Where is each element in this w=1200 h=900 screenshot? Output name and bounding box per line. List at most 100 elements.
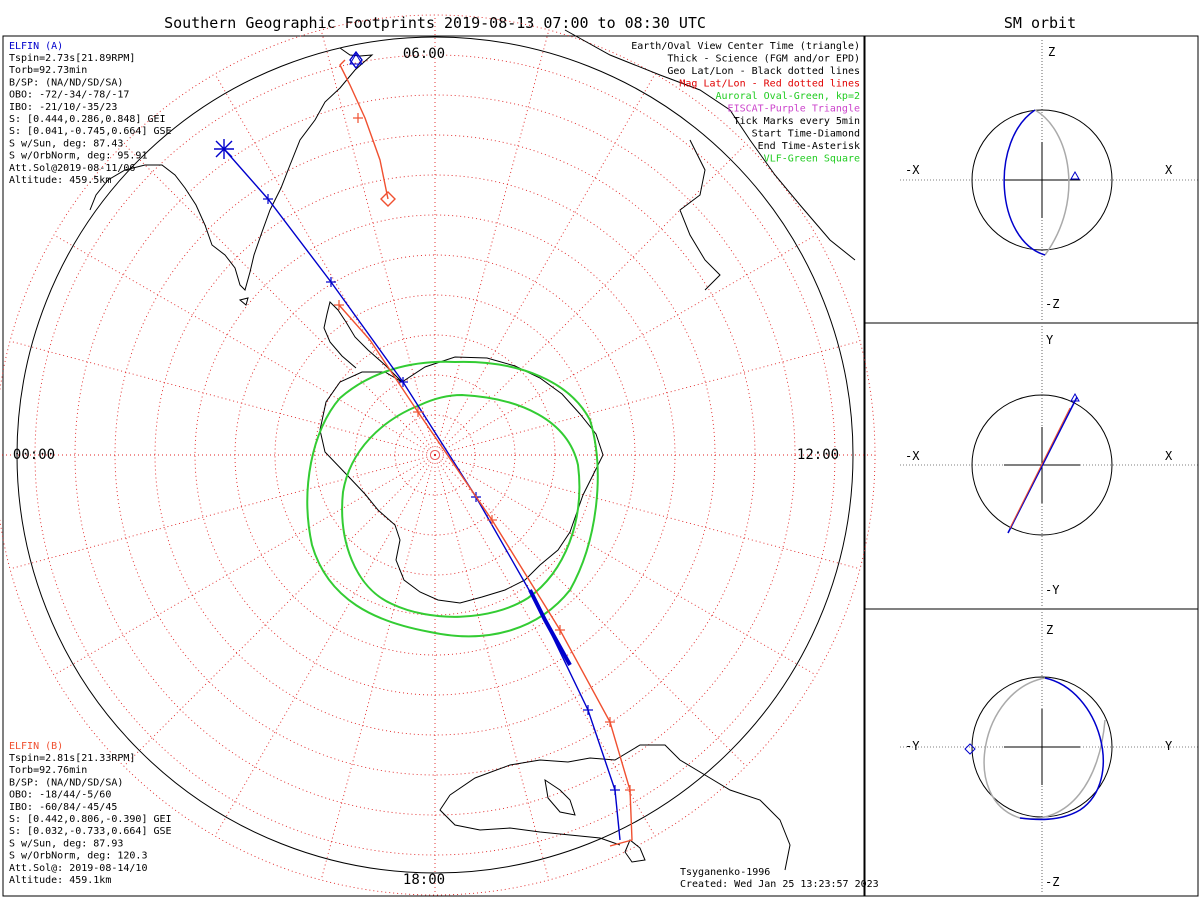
elfin-a-info-line: S: [0.444,0.286,0.848] GEI	[9, 114, 166, 125]
map-boundary	[16, 36, 854, 874]
elfin-b-info-line: Torb=92.76min	[9, 765, 87, 776]
elfin-b-track-south	[338, 304, 633, 847]
mag-lon-line	[123, 143, 436, 456]
orbit-a	[1007, 396, 1078, 534]
elfin-a-info-line: Altitude: 459.5km	[9, 175, 111, 186]
polar-map: 06:00 00:00 12:00 18:00	[0, 14, 876, 896]
elfin-a-info: ELFIN (A) Tspin=2.73s[21.89RPM]Torb=92.7…	[9, 41, 172, 186]
mag-lon-line	[53, 454, 436, 676]
legend-entry: Thick - Science (FGM and/or EPD)	[667, 54, 860, 65]
sm-panel-xz: Z -Z -X X	[900, 40, 1198, 320]
orbit-b-gray	[983, 677, 1106, 820]
elfin-b-info-line: S: [0.032,-0.733,0.664] GSE	[9, 826, 172, 837]
view-triangle	[1070, 392, 1080, 402]
australia-coast	[449, 744, 791, 871]
sm3-right: Y	[1165, 739, 1173, 753]
sm3-bottom: -Z	[1045, 875, 1059, 889]
southern-africa-coast	[564, 29, 856, 261]
time-label-left: 00:00	[13, 447, 55, 463]
elfin-a-info-line: S w/OrbNorm, deg: 95.91	[9, 151, 147, 162]
legend-entry: Earth/Oval View Center Time (triangle)	[631, 41, 860, 52]
south-america-coast	[89, 47, 374, 291]
sm-frame	[864, 35, 1199, 897]
legend-entry: Mag Lat/Lon - Red dotted lines	[679, 79, 860, 90]
mag-lon-line	[434, 340, 861, 456]
elfin-a-info-line: Torb=92.73min	[9, 65, 87, 76]
auroral-oval-outer	[306, 360, 599, 638]
africa-inner-coast	[679, 139, 721, 291]
elfin-a-name: ELFIN (A)	[9, 41, 63, 52]
sm1-left: -X	[905, 163, 920, 177]
sm-panel-yz: Z -Z -Y Y	[900, 612, 1198, 892]
created-timestamp: Created: Wed Jan 25 13:23:57 2023	[680, 879, 879, 890]
mag-lon-line	[434, 73, 656, 456]
elfin-a-info-line: IBO: -21/10/-35/23	[9, 102, 117, 113]
falklands	[238, 297, 249, 306]
legend-entry: End Time-Asterisk	[758, 141, 860, 152]
mag-lon-line	[434, 454, 747, 767]
mag-lon-line	[434, 454, 550, 881]
elfin-a-info-line: Tspin=2.73s[21.89RPM]	[9, 53, 135, 64]
mag-latlon-grid	[0, 14, 876, 896]
elfin-a-end-asterisk	[214, 139, 234, 159]
start-diamond	[964, 743, 976, 755]
mag-lon-line	[434, 29, 550, 456]
elfin-a-info-line: B/SP: (NA/ND/SD/SA)	[9, 77, 123, 88]
new-zealand	[544, 778, 576, 816]
mag-lon-line	[320, 454, 436, 881]
mag-lat-circle	[0, 14, 876, 896]
elfin-b-track	[339, 59, 389, 200]
mag-lon-line	[123, 454, 436, 767]
elfin-a-info-line: OBO: -72/-34/-78/-17	[9, 90, 129, 101]
mag-lon-line	[214, 454, 436, 837]
orbit-a	[1003, 109, 1046, 256]
time-label-bottom: 18:00	[403, 872, 445, 888]
elfin-b-info-line: B/SP: (NA/ND/SD/SA)	[9, 777, 123, 788]
mag-lon-line	[434, 143, 747, 456]
model-credit: Tsyganenko-1996	[680, 867, 770, 878]
mag-lon-line	[214, 73, 436, 456]
sm1-right: X	[1165, 163, 1173, 177]
elfin-b-start-diamond	[380, 191, 396, 207]
legend-entry: EISCAT-Purple Triangle	[728, 104, 860, 115]
elfin-b-info-line: Att.Sol@: 2019-08-14/10	[9, 863, 147, 874]
elfin-a-info-line: S w/Sun, deg: 87.43	[9, 138, 123, 149]
elfin-a-info-line: Att.Sol@2019-08-11/06	[9, 163, 135, 174]
sm1-bottom: -Z	[1045, 297, 1059, 311]
elfin-b-info-line: IBO: -60/84/-45/45	[9, 802, 117, 813]
mag-lon-line	[53, 234, 436, 456]
tasmania	[624, 839, 646, 863]
sm3-top: Z	[1046, 623, 1053, 637]
map-frame	[2, 35, 865, 897]
mag-lon-line	[434, 454, 817, 676]
elfin-b-name: ELFIN (B)	[9, 741, 63, 752]
elfin-a-center-triangle	[349, 53, 363, 65]
time-label-top: 06:00	[403, 46, 445, 62]
legend-entry: Start Time-Diamond	[752, 129, 860, 140]
mag-lon-line	[434, 454, 861, 570]
sm-title: SM orbit	[1004, 14, 1076, 32]
orbit-b-gray	[1034, 109, 1070, 256]
mag-lon-line	[434, 454, 656, 837]
orbit-b	[1009, 407, 1071, 529]
sm1-top: Z	[1048, 45, 1055, 59]
elfin-b-info-line: S w/Sun, deg: 87.93	[9, 838, 123, 849]
sm2-left: -X	[905, 449, 920, 463]
auroral-oval-inner	[341, 393, 581, 618]
sm3-left: -Y	[905, 739, 920, 753]
elfin-a-start-diamond	[349, 50, 363, 70]
orbit-a	[1019, 677, 1104, 821]
sm-panel-xy: Y -Y -X X	[900, 326, 1198, 606]
antarctica-coast	[319, 356, 604, 604]
elfin-b-info-line: OBO: -18/44/-5/60	[9, 790, 111, 801]
mag-lon-line	[434, 234, 817, 456]
legend-entry: Tick Marks every 5min	[734, 116, 860, 127]
australia-southern-coast	[439, 794, 621, 846]
antarctic-peninsula	[323, 301, 403, 383]
elfin-b-info-line: Tspin=2.81s[21.33RPM]	[9, 753, 135, 764]
view-triangle	[1070, 170, 1080, 180]
coastlines	[89, 29, 856, 871]
sm2-top: Y	[1046, 333, 1054, 347]
time-label-right: 12:00	[797, 447, 839, 463]
